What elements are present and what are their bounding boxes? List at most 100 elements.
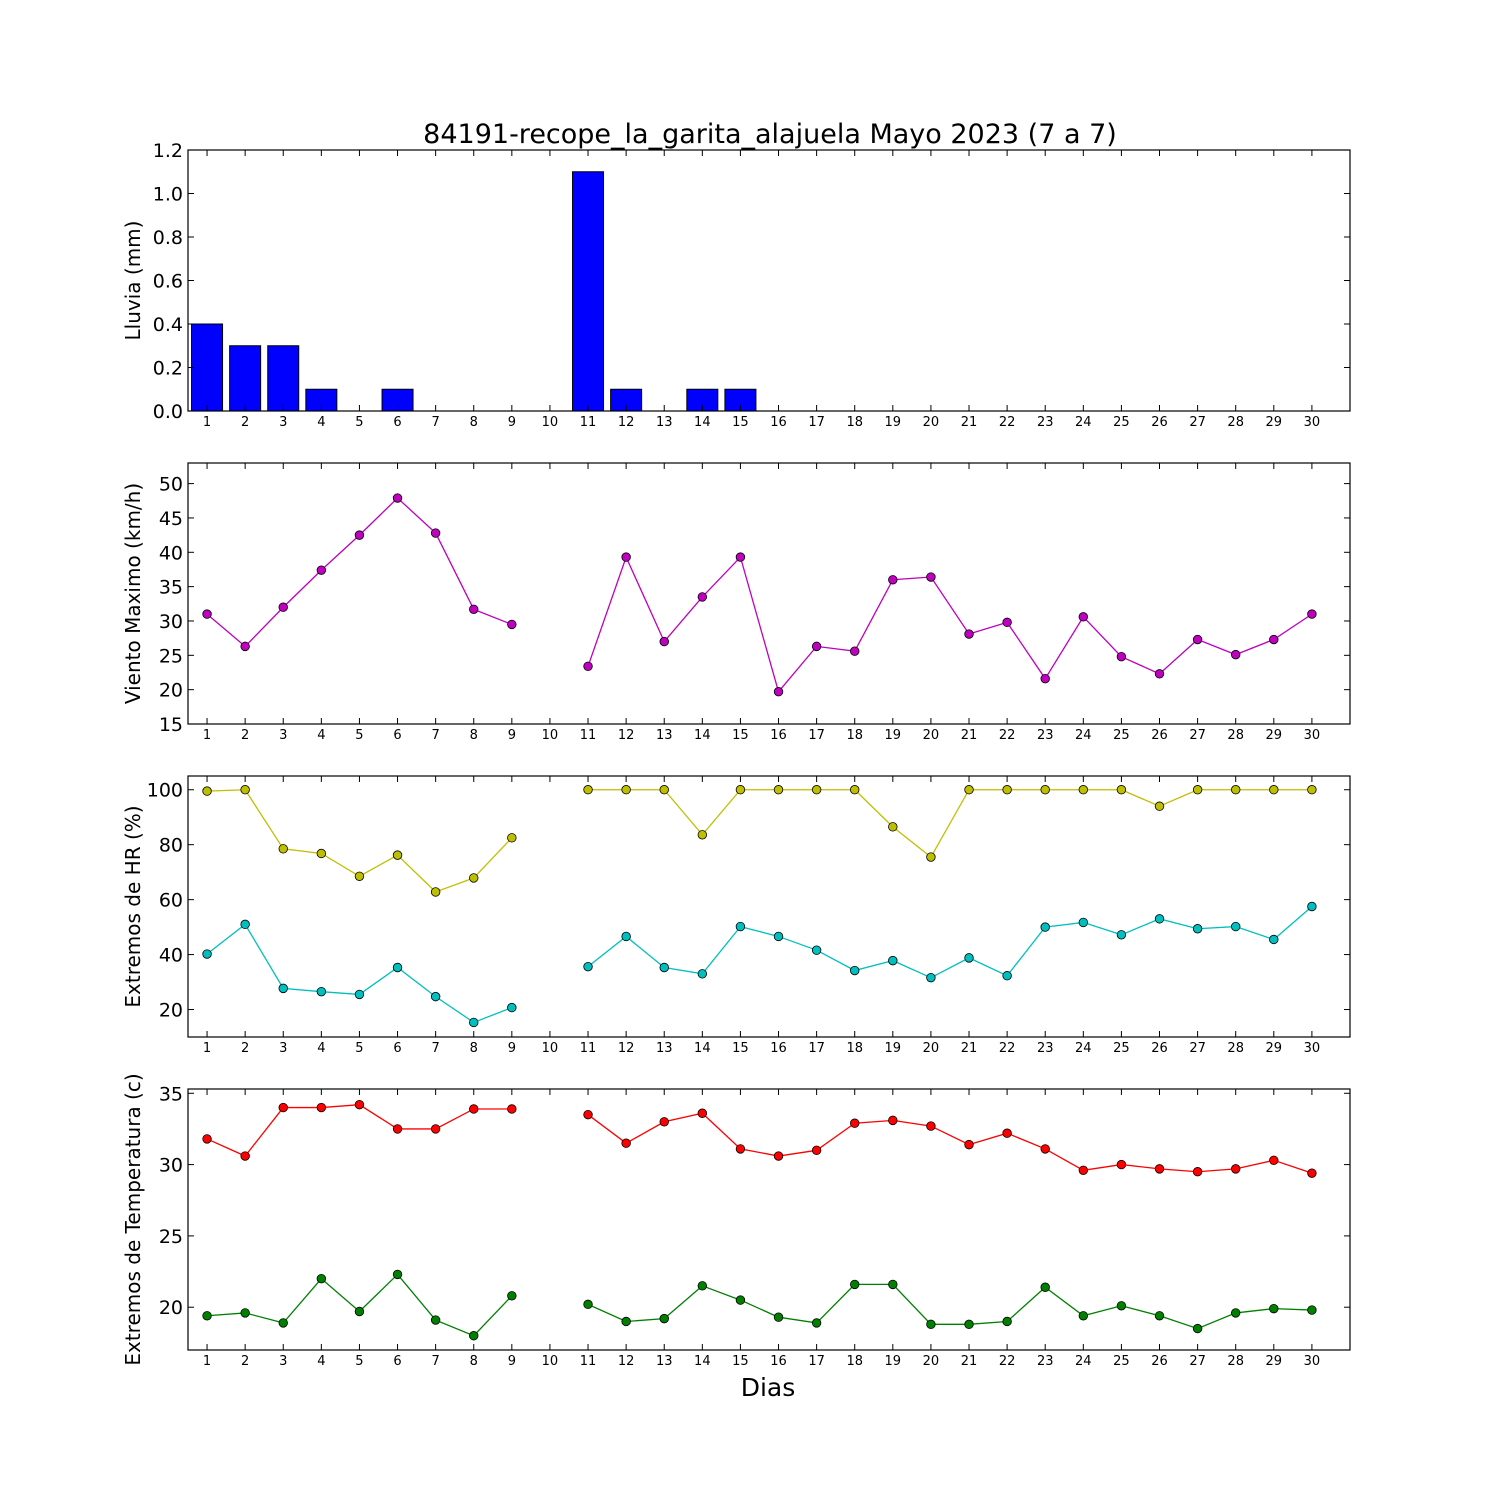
point-s1-day-30 [1307, 609, 1317, 619]
point-s2-day-1 [202, 1311, 212, 1321]
x-tick-label: 12 [618, 1354, 635, 1369]
x-tick-label: 30 [1304, 1041, 1321, 1056]
x-tick-label: 6 [393, 1041, 401, 1056]
point-s1-day-12 [621, 785, 631, 795]
point-s1-day-27 [1192, 634, 1203, 645]
x-tick-label: 30 [1304, 728, 1321, 743]
x-tick-label: 16 [770, 415, 787, 430]
point-s1-day-17 [811, 785, 822, 795]
x-tick-label: 7 [431, 728, 439, 743]
y-tick-label: 35 [159, 577, 183, 599]
point-s1-day-27 [1192, 785, 1203, 795]
point-s1-day-30 [1307, 1168, 1317, 1178]
x-tick-label: 25 [1113, 1041, 1130, 1056]
point-s1-day-28 [1231, 649, 1241, 660]
x-tick-label: 12 [618, 1041, 635, 1056]
x-tick-label: 27 [1189, 1041, 1206, 1056]
x-tick-label: 17 [808, 728, 825, 743]
x-tick-label: 16 [770, 1354, 787, 1369]
bar-day-2 [229, 345, 262, 412]
point-s2-day-8 [469, 1331, 479, 1341]
x-tick-label: 30 [1304, 415, 1321, 430]
y-tick-label: 100 [147, 780, 183, 802]
x-tick-label: 24 [1075, 1041, 1092, 1056]
point-s2-day-23 [1040, 1282, 1050, 1292]
x-tick-label: 14 [694, 415, 711, 430]
x-tick-label: 7 [431, 415, 439, 430]
bar-day-1 [191, 323, 224, 412]
x-tick-label: 3 [279, 1041, 287, 1056]
chart-title: 84191-recope_la_garita_alajuela Mayo 202… [423, 119, 1117, 150]
point-s2-day-13 [659, 1313, 669, 1324]
x-tick-label: 16 [770, 1041, 787, 1056]
point-s1-day-16 [773, 1151, 784, 1161]
point-s2-day-24 [1078, 917, 1089, 928]
x-tick-label: 20 [923, 728, 940, 743]
point-s2-day-21 [964, 1319, 974, 1330]
point-s1-day-13 [659, 785, 669, 795]
x-tick-label: 23 [1037, 728, 1054, 743]
x-tick-label: 19 [885, 1354, 902, 1369]
point-s1-day-20 [926, 1121, 936, 1131]
point-s2-day-8 [469, 1017, 479, 1028]
x-tick-label: 13 [656, 728, 673, 743]
x-tick-label: 12 [618, 728, 635, 743]
point-s1-day-24 [1078, 785, 1089, 795]
point-s2-day-27 [1192, 924, 1203, 934]
point-s2-day-20 [926, 1319, 936, 1330]
point-s2-day-29 [1269, 934, 1279, 945]
y-axis-label: Viento Maximo (km/h) [121, 483, 145, 704]
point-s1-day-22 [1002, 617, 1012, 628]
x-tick-label: 20 [923, 1354, 940, 1369]
x-tick-label: 29 [1266, 1041, 1283, 1056]
x-tick-label: 7 [431, 1354, 439, 1369]
point-s1-day-5 [354, 1099, 365, 1110]
x-tick-label: 4 [317, 1041, 325, 1056]
y-tick-label: 0.0 [153, 401, 183, 423]
x-tick-label: 21 [961, 728, 978, 743]
series-line-1 [207, 789, 1312, 893]
y-tick-label: 80 [159, 835, 183, 857]
point-s1-day-29 [1269, 1155, 1279, 1166]
point-s2-day-17 [811, 1318, 822, 1328]
point-s1-day-6 [392, 1124, 403, 1134]
point-s2-day-4 [316, 1273, 327, 1284]
x-tick-label: 28 [1227, 415, 1244, 430]
x-tick-label: 29 [1266, 728, 1283, 743]
x-tick-label: 15 [732, 415, 749, 430]
x-tick-label: 14 [694, 1041, 711, 1056]
x-tick-label: 9 [508, 728, 516, 743]
x-tick-label: 15 [732, 1041, 749, 1056]
y-tick-label: 40 [159, 542, 183, 564]
x-tick-label: 23 [1037, 415, 1054, 430]
point-s2-day-17 [811, 945, 822, 955]
point-s1-day-9 [507, 833, 517, 843]
point-s1-day-12 [621, 552, 631, 562]
series-line-1 [206, 497, 1313, 694]
point-s1-day-2 [240, 641, 250, 652]
plot-frame [187, 775, 1351, 1038]
point-s1-day-4 [316, 1102, 327, 1113]
point-s1-day-1 [202, 786, 212, 796]
point-s1-day-21 [964, 785, 974, 795]
point-s2-day-13 [659, 962, 669, 973]
x-tick-label: 22 [999, 1354, 1016, 1369]
point-s2-day-3 [278, 983, 288, 994]
x-tick-label: 15 [732, 1354, 749, 1369]
plot-frame [187, 149, 1351, 412]
point-s1-day-15 [735, 1144, 746, 1154]
y-axis-label: Extremos de Temperatura (c) [121, 1073, 145, 1365]
point-s1-day-13 [659, 636, 669, 647]
y-tick-label: 60 [159, 890, 183, 912]
x-axis-label: Dias [741, 1373, 796, 1402]
x-tick-label: 4 [317, 1354, 325, 1369]
point-s1-day-21 [964, 629, 974, 639]
x-tick-label: 2 [241, 415, 249, 430]
point-s1-day-11 [583, 661, 593, 672]
point-s2-day-9 [507, 1291, 517, 1301]
point-s2-day-28 [1231, 921, 1241, 932]
point-s1-day-8 [469, 604, 479, 614]
y-tick-label: 30 [159, 1155, 183, 1177]
x-tick-label: 21 [961, 1041, 978, 1056]
